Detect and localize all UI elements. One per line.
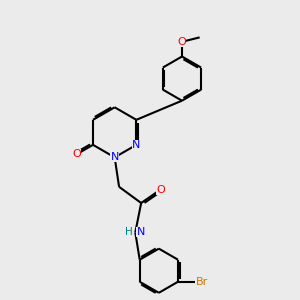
Text: H: H [125,227,133,237]
Text: N: N [110,152,119,162]
Text: O: O [72,149,81,159]
Text: O: O [178,37,186,47]
Text: N: N [136,227,145,237]
Text: N: N [132,140,140,150]
Text: O: O [156,185,165,195]
Text: Br: Br [195,277,208,287]
